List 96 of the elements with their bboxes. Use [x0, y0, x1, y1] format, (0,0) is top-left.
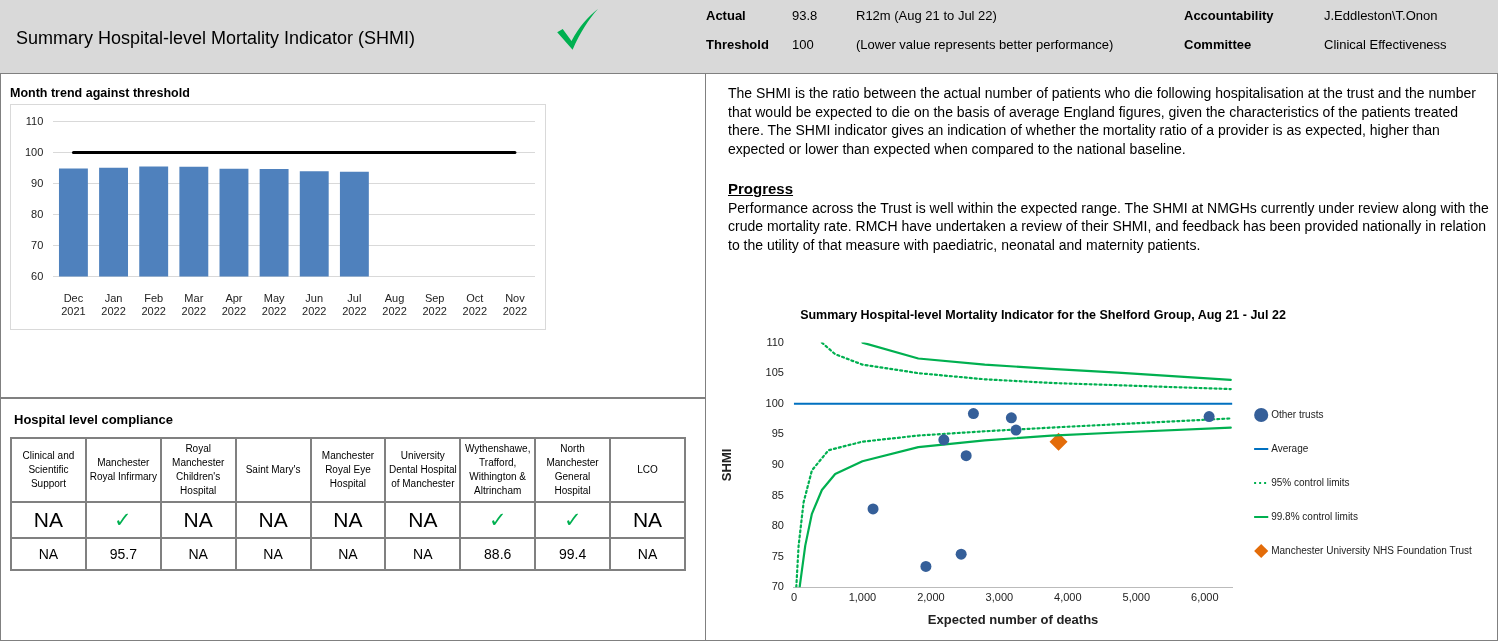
x-tick-label: 1,000	[848, 590, 877, 603]
x-tick-label: 3,000	[985, 590, 1014, 603]
text: (Lower value represents better performance)	[856, 37, 1115, 52]
x-tick-label: Aug 2022	[382, 292, 407, 318]
legend-label: 99.8% control limits	[1271, 510, 1358, 522]
text: The SHMI is the ratio between the actual number of patients who die following hospitalisation at the trust and the number that would be expected to die on the basis of average England figures, given the characteristics of the patients treated there. The SHMI indicator gives an indication of whether the mortality ratio of a provider is as expected, higher than expected or lower than expected when compared to the national baseline.	[728, 84, 1477, 158]
x-tick-label: May 2022	[261, 292, 287, 318]
text: Committee	[1184, 37, 1253, 52]
y-tick-label: 75	[771, 549, 784, 562]
y-tick-label: 110	[25, 114, 44, 127]
y-tick-label: 90	[771, 457, 784, 470]
point	[920, 560, 932, 572]
x-tick-label: Jul 2022	[342, 292, 367, 318]
text: Performance across the Trust is well within the expected range. The SHMI at NMGHs currently under review along with the crude mortality rate. RMCH have undertaken a review of their SHMI, and feedback has been provided nationally in relation to the utility of that measure with paediatric, neonatal and maternity patients.	[728, 198, 1490, 254]
x-tick-label: 2,000	[917, 590, 945, 603]
x-tick-label: Apr 2022	[221, 292, 247, 318]
line-series	[820, 342, 1232, 391]
chart-title: Summary Hospital-level Mortality Indicator for the Shelford Group, Aug 21 - Jul 22	[799, 308, 1287, 324]
text: 95.7	[109, 546, 137, 562]
text: 99.4	[558, 546, 587, 562]
text: NA	[188, 546, 208, 562]
text: 100	[792, 37, 815, 52]
chart-title: Month trend against threshold	[10, 86, 191, 102]
text: NA	[408, 508, 438, 531]
text: Progress	[728, 180, 795, 199]
x-tick-label: Nov 2022	[502, 292, 528, 318]
legend-label: Average	[1271, 442, 1309, 454]
category-label: North Manchester General Hospital	[535, 438, 610, 502]
y-tick-label: 70	[31, 238, 44, 251]
x-axis-title: Expected number of deaths	[927, 611, 1099, 627]
text: Clinical Effectiveness	[1324, 37, 1448, 52]
text: Actual	[706, 8, 747, 23]
legend-label: 95% control limits	[1271, 476, 1350, 488]
y-tick-label: 100	[765, 396, 784, 409]
y-tick-label: 100	[24, 145, 44, 158]
y-tick-label: 95	[771, 427, 784, 440]
text: Hospital level compliance	[14, 412, 174, 427]
point	[1010, 424, 1022, 436]
text: J.Eddleston\T.Onon	[1324, 8, 1439, 23]
text: 93.8	[792, 8, 819, 23]
text: ✓	[563, 508, 582, 531]
point	[1049, 432, 1068, 451]
text: NA	[333, 508, 363, 531]
x-tick-label: Feb 2022	[141, 292, 166, 318]
category-label: Clinical and Scientific Support	[11, 438, 86, 502]
category-label: University Dental Hospital of Manchester	[385, 438, 461, 502]
legend-label: Manchester University NHS Foundation Trust	[1271, 544, 1473, 556]
text: NA	[637, 546, 658, 562]
text: NA	[413, 546, 433, 562]
y-tick-label: 80	[31, 207, 44, 220]
point	[1005, 412, 1017, 424]
x-tick-label: Jan 2022	[101, 292, 126, 318]
text: Accountability	[1184, 8, 1275, 23]
point	[955, 548, 967, 560]
category-label: Wythenshawe, Trafford, Withington & Altrincham	[460, 438, 536, 502]
point	[1203, 411, 1215, 423]
y-tick-label: 70	[771, 580, 784, 593]
text: 88.6	[484, 546, 512, 562]
x-tick-label: 4,000	[1054, 590, 1082, 603]
text: R12m (Aug 21 to Jul 22)	[856, 8, 998, 23]
x-tick-label: 6,000	[1191, 590, 1219, 603]
point	[867, 503, 879, 515]
category-label: Royal Manchester Children's Hospital	[160, 438, 236, 502]
category-label: LCO	[610, 438, 685, 502]
y-tick-label: 105	[765, 366, 784, 379]
text: NA	[183, 508, 213, 531]
y-tick-label: 110	[766, 335, 784, 348]
text: NA	[338, 546, 358, 562]
y-tick-label: 85	[771, 488, 784, 501]
text: NA	[258, 508, 288, 531]
text: Threshold	[706, 37, 770, 52]
text: NA	[33, 508, 64, 531]
text: NA	[38, 546, 59, 562]
text: Summary Hospital-level Mortality Indicator (SHMI)	[16, 28, 416, 49]
x-tick-label: Mar 2022	[181, 292, 207, 318]
point	[938, 434, 950, 446]
category-label: Manchester Royal Eye Hospital	[310, 438, 386, 502]
text: ✓	[488, 508, 507, 531]
category-label: Manchester Royal Infirmary	[85, 438, 161, 502]
y-tick-label: 80	[771, 519, 784, 532]
category-label: Saint Mary's	[235, 438, 311, 502]
legend-label: Other trusts	[1271, 408, 1324, 420]
x-tick-label: Sep 2022	[422, 292, 447, 318]
text: NA	[632, 508, 663, 531]
text: ✓	[114, 508, 133, 531]
x-tick-label: 5,000	[1122, 590, 1151, 603]
y-tick-label: 60	[31, 269, 44, 282]
point	[960, 450, 972, 462]
point	[967, 408, 979, 420]
y-axis-title: SHMI	[719, 448, 735, 482]
x-tick-label: Jun 2022	[302, 292, 327, 318]
text: NA	[263, 546, 283, 562]
x-tick-label: Oct 2022	[462, 292, 488, 318]
x-tick-label: 0	[790, 590, 798, 603]
y-tick-label: 90	[31, 176, 44, 189]
x-tick-label: Dec 2021	[61, 292, 86, 318]
